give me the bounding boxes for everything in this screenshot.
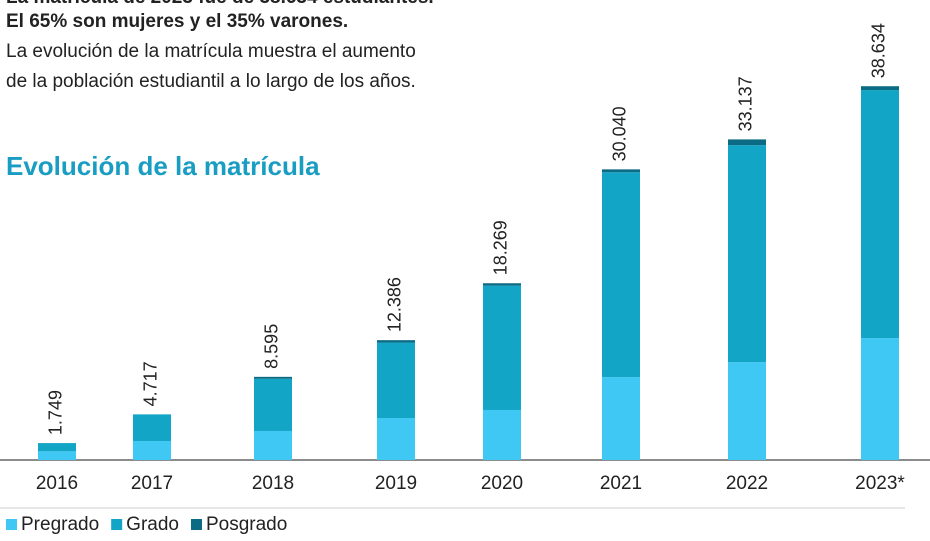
- x-tick-label: 2018: [252, 473, 294, 494]
- bar-segment: [602, 169, 640, 173]
- legend-swatch: [190, 519, 202, 530]
- legend-label: Posgrado: [206, 514, 287, 535]
- legend-label: Grado: [126, 514, 179, 535]
- x-tick-label: 2016: [36, 473, 78, 494]
- bar-segment: [377, 342, 415, 419]
- intro-line: La evolución de la matrícula muestra el …: [6, 41, 416, 62]
- bar-segment: [133, 414, 171, 442]
- bar-segment: [483, 283, 521, 286]
- bar-segment: [728, 145, 766, 363]
- bar-segment: [728, 139, 766, 146]
- bar-segment: [38, 443, 76, 452]
- chart-title: Evolución de la matrícula: [6, 151, 320, 181]
- bar-segment: [861, 86, 899, 91]
- bar-segment: [133, 441, 171, 460]
- total-label: 33.137: [736, 76, 756, 131]
- legend-label: Pregrado: [21, 514, 99, 535]
- bar-segment: [38, 451, 76, 460]
- total-label: 38.634: [869, 23, 889, 78]
- bar-segment: [377, 340, 415, 343]
- bar-segment: [483, 285, 521, 410]
- x-tick-label: 2022: [726, 473, 768, 494]
- bar-segment: [861, 90, 899, 339]
- intro-line: La matrícula de 2023 fue de 38.634 estud…: [6, 0, 434, 8]
- total-label: 4.717: [141, 361, 161, 406]
- x-tick-label: 2020: [481, 473, 523, 494]
- bar-segment: [602, 377, 640, 460]
- intro-line: de la población estudiantil a lo largo d…: [6, 71, 416, 92]
- bar-segment: [254, 376, 292, 379]
- x-tick-label: 2019: [375, 473, 417, 494]
- bar-segment: [728, 362, 766, 460]
- x-tick-label: 2023*: [855, 473, 905, 494]
- total-label: 8.595: [262, 324, 282, 369]
- bar-segment: [483, 409, 521, 460]
- bar-segment: [377, 418, 415, 460]
- total-label: 1.749: [46, 390, 66, 435]
- bar-segment: [861, 338, 899, 460]
- total-label: 30.040: [610, 106, 630, 161]
- total-label: 12.386: [385, 277, 405, 332]
- x-tick-label: 2017: [131, 473, 173, 494]
- bar-segment: [602, 172, 640, 378]
- bar-segment: [254, 378, 292, 431]
- bar-segment: [254, 430, 292, 460]
- x-tick-label: 2021: [600, 473, 642, 494]
- intro-line: El 65% son mujeres y el 35% varones.: [6, 11, 348, 32]
- total-label: 18.269: [491, 220, 511, 275]
- legend-swatch: [111, 519, 123, 530]
- legend-swatch: [6, 519, 17, 530]
